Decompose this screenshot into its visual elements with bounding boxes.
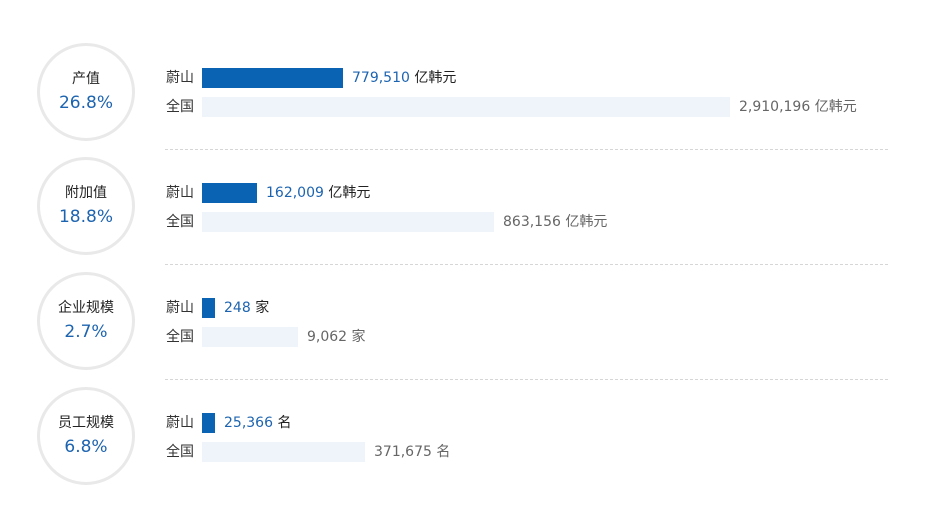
metric-share: 2.7% [64,322,108,342]
row-label-national: 全国 [166,99,194,115]
row-label-national: 全国 [166,214,194,230]
row-label-local: 蔚山 [166,70,194,86]
value-label-local-value-added: 162,009 亿韩元 [266,185,371,201]
value-label-local-employees: 25,366 名 [224,415,292,431]
divider [165,149,888,150]
metric-circle-output: 产值 26.8% [37,43,135,141]
row-label-local: 蔚山 [166,185,194,201]
row-label-national: 全国 [166,444,194,460]
metric-share: 18.8% [58,207,113,227]
metric-circle-companies: 企业规模 2.7% [37,272,135,370]
metric-share: 26.8% [58,93,113,113]
metric-circle-employees: 员工规模 6.8% [37,387,135,485]
metric-circle-value-added: 附加值 18.8% [37,157,135,255]
bar-local-companies [202,298,215,318]
bar-national-value-added [202,212,494,232]
bar-national-companies [202,327,298,347]
bar-national-employees [202,442,365,462]
metric-label: 附加值 [65,185,107,201]
metric-share: 6.8% [64,437,108,457]
row-label-local: 蔚山 [166,415,194,431]
metric-label: 企业规模 [58,300,114,316]
value-label-local-companies: 248 家 [224,300,270,316]
value-label-national-employees: 371,675 名 [374,444,451,460]
row-label-national: 全国 [166,329,194,345]
metric-label: 员工规模 [58,415,114,431]
divider [165,379,888,380]
value-label-local-output: 779,510 亿韩元 [352,70,457,86]
value-label-national-value-added: 863,156 亿韩元 [503,214,608,230]
bar-local-output [202,68,343,88]
bar-local-value-added [202,183,257,203]
divider [165,264,888,265]
metric-label: 产值 [72,71,100,87]
bar-local-employees [202,413,215,433]
bar-national-output [202,97,730,117]
value-label-national-companies: 9,062 家 [307,329,366,345]
row-label-local: 蔚山 [166,300,194,316]
value-label-national-output: 2,910,196 亿韩元 [739,99,857,115]
